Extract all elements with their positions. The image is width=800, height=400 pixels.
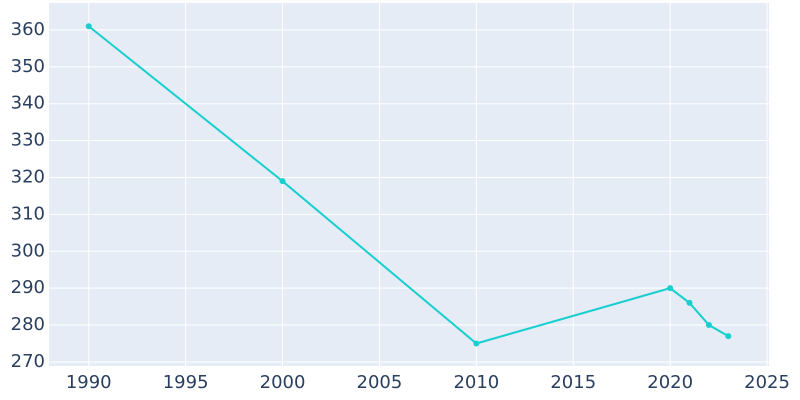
point — [279, 178, 286, 185]
point — [705, 322, 712, 329]
x-tick-label: 2010 — [453, 372, 499, 393]
x-tick-label: 2025 — [744, 372, 790, 393]
y-tick-label: 350 — [11, 56, 45, 77]
point — [85, 23, 92, 30]
point — [686, 299, 693, 306]
x-tick-label: 2005 — [357, 372, 403, 393]
x-tick-label: 2020 — [647, 372, 693, 393]
y-tick-label: 270 — [11, 351, 45, 372]
y-tick-label: 310 — [11, 203, 45, 224]
point — [473, 340, 480, 347]
point — [667, 285, 674, 292]
y-tick-label: 280 — [11, 314, 45, 335]
x-tick-label: 1990 — [66, 372, 112, 393]
x-tick-label: 2015 — [550, 372, 596, 393]
plot-area — [49, 3, 769, 366]
point — [725, 333, 732, 340]
x-tick-label: 2000 — [260, 372, 306, 393]
y-tick-label: 360 — [11, 19, 45, 40]
y-tick-label: 340 — [11, 93, 45, 114]
y-tick-label: 320 — [11, 166, 45, 187]
y-tick-label: 330 — [11, 130, 45, 151]
x-tick-label: 1995 — [163, 372, 209, 393]
y-tick-label: 300 — [11, 240, 45, 261]
y-tick-label: 290 — [11, 277, 45, 298]
